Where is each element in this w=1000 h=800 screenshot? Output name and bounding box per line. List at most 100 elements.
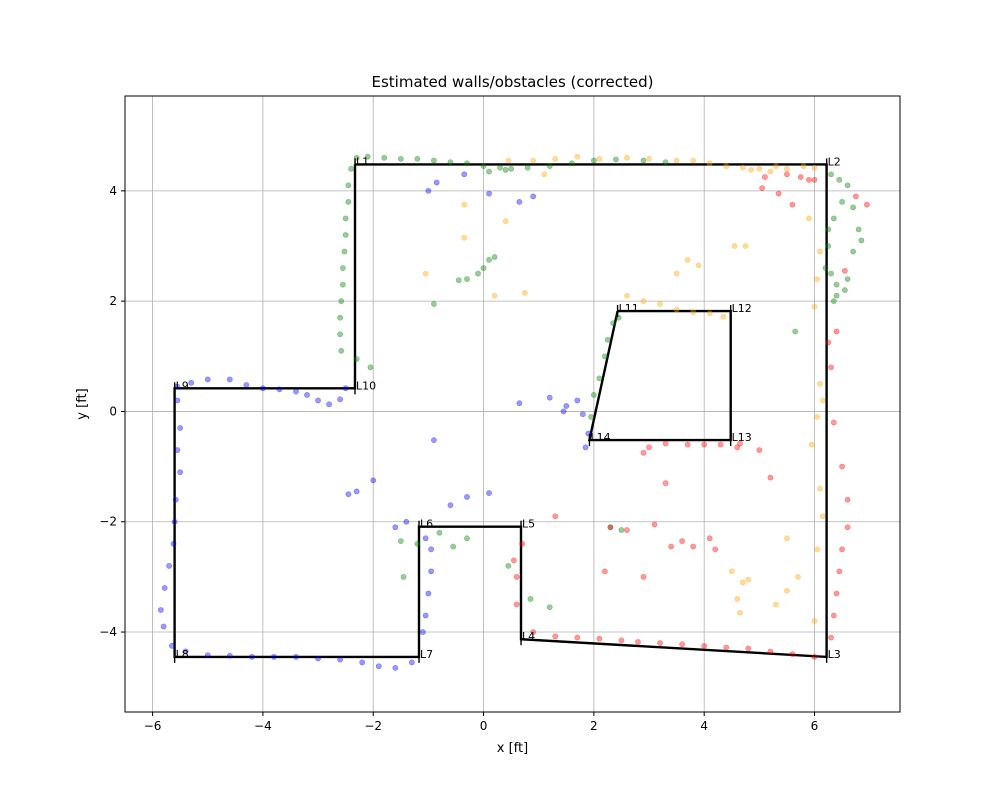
- scan-point: [486, 490, 492, 496]
- chart-title: Estimated walls/obstacles (corrected): [372, 73, 654, 91]
- scan-point: [491, 292, 498, 299]
- scan-point: [345, 182, 352, 189]
- scan-point: [160, 623, 167, 630]
- wall-outlines: [173, 163, 828, 659]
- scan-point: [731, 243, 738, 249]
- scan-point: [552, 633, 559, 640]
- scan-point: [530, 629, 537, 635]
- scan-point: [789, 651, 796, 657]
- scan-point: [359, 659, 366, 666]
- scan-point: [342, 385, 349, 392]
- y-tick-label: −2: [99, 515, 117, 529]
- scan-point: [662, 440, 669, 447]
- scan-point: [712, 546, 719, 553]
- scan-point: [226, 652, 233, 659]
- scan-point: [568, 160, 575, 167]
- scan-point: [519, 540, 526, 547]
- corner-label: L3: [828, 648, 841, 661]
- scan-point: [204, 652, 211, 659]
- scan-point: [811, 176, 818, 183]
- scan-point: [552, 155, 559, 162]
- scan-point: [172, 496, 179, 503]
- scan-point: [789, 201, 796, 208]
- scan-point: [337, 314, 344, 321]
- scan-point: [811, 303, 818, 310]
- scan-point: [819, 513, 826, 520]
- scan-point: [668, 543, 674, 550]
- scan-point: [353, 488, 360, 495]
- scan-point: [505, 562, 512, 569]
- scan-point: [338, 298, 345, 305]
- scan-point: [839, 198, 845, 205]
- y-tick-label: 0: [109, 404, 117, 418]
- scan-point: [370, 477, 377, 484]
- x-tick-label: 6: [811, 719, 819, 733]
- scan-point: [701, 441, 708, 448]
- corner-label: L13: [732, 431, 752, 444]
- scan-point: [772, 601, 779, 608]
- scan-point: [381, 154, 388, 161]
- scan-point: [737, 440, 743, 447]
- corner-label: L14: [590, 431, 610, 444]
- scan-point: [673, 306, 680, 313]
- scan-point: [337, 656, 344, 663]
- scan-point: [844, 496, 851, 503]
- scan-point: [546, 604, 553, 611]
- scan-point: [455, 277, 462, 284]
- scan-point: [182, 648, 189, 655]
- scan-point: [613, 156, 619, 163]
- scan-point: [486, 256, 492, 263]
- scan-point: [422, 535, 429, 542]
- wall-line: [587, 309, 732, 442]
- scan-point: [188, 379, 195, 386]
- scan-point: [497, 164, 503, 171]
- scan-point: [797, 174, 804, 180]
- scan-point: [513, 601, 520, 608]
- scan-point: [833, 328, 840, 335]
- scan-point: [844, 524, 851, 531]
- scan-point: [342, 232, 349, 238]
- scan-point: [392, 664, 399, 671]
- scan-point: [662, 480, 669, 487]
- scan-point: [640, 449, 647, 456]
- scan-point: [844, 182, 851, 189]
- grid-lines: [125, 96, 900, 712]
- scan-point: [243, 382, 250, 388]
- scan-point: [624, 292, 630, 299]
- scan-point: [293, 388, 299, 395]
- scan-point: [480, 265, 487, 271]
- scan-points: [157, 153, 870, 671]
- scan-point: [590, 392, 597, 398]
- scan-point: [502, 166, 509, 173]
- x-axis-label: x [ft]: [497, 741, 528, 756]
- corner-label: L12: [732, 302, 752, 315]
- scan-point: [204, 376, 211, 383]
- scan-point: [811, 618, 818, 624]
- scan-point: [772, 163, 779, 169]
- scan-point: [706, 535, 713, 542]
- scan-point: [419, 629, 426, 635]
- scan-point: [767, 168, 774, 175]
- scan-point: [447, 502, 454, 509]
- scan-point: [850, 248, 857, 255]
- scan-point: [833, 292, 840, 299]
- scan-point: [304, 392, 310, 398]
- scan-point: [510, 557, 517, 564]
- corner-label: L7: [420, 648, 433, 661]
- scan-point: [841, 267, 848, 274]
- scan-point: [784, 535, 790, 542]
- corner-label: L8: [176, 648, 189, 661]
- scan-point: [615, 314, 622, 321]
- scan-point: [541, 171, 548, 178]
- scan-point: [364, 153, 371, 160]
- scan-point: [345, 198, 352, 205]
- scan-point: [825, 243, 832, 249]
- scan-point: [342, 215, 349, 222]
- scan-point: [530, 193, 537, 200]
- scan-point: [828, 634, 834, 641]
- scan-point: [745, 645, 752, 652]
- scan-point: [505, 157, 512, 164]
- scan-point: [651, 521, 658, 528]
- scan-point: [761, 174, 768, 180]
- scan-point: [422, 612, 429, 619]
